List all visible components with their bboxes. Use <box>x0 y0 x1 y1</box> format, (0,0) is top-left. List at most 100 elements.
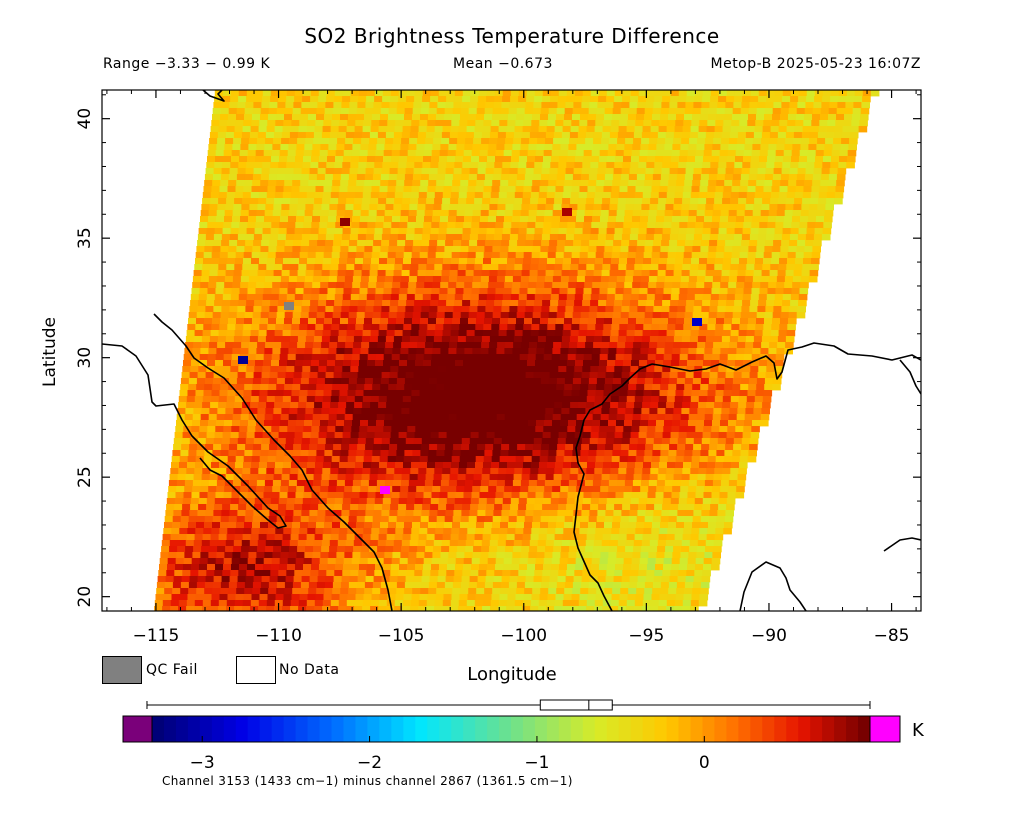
colorbar-segment <box>487 716 500 742</box>
colorbar-segment <box>451 716 464 742</box>
colorbar-segment <box>475 716 488 742</box>
colorbar-segment <box>654 716 668 742</box>
colorbar-segment <box>750 716 763 742</box>
colorbar-segment <box>726 716 739 742</box>
coastline-baja-west <box>102 343 287 529</box>
colorbar-tick-label: −2 <box>357 753 382 773</box>
colorbar-segment <box>822 716 835 742</box>
colorbar-segment <box>630 716 644 742</box>
colorbar-segment <box>511 716 524 742</box>
colorbar-segment <box>247 716 261 742</box>
x-tick-label: −90 <box>751 626 787 646</box>
colorbar-tick-label: −3 <box>190 753 215 773</box>
colorbar-segment <box>714 716 727 742</box>
colorbar-tick-label: −1 <box>524 753 549 773</box>
colorbar-segment <box>834 716 847 742</box>
colorbar: −3 −2 −1 0 <box>122 699 901 773</box>
colorbar-segment <box>642 716 656 742</box>
coastline-gulf-west <box>573 363 653 611</box>
colorbar-segment <box>439 716 452 742</box>
y-tick-label: 35 <box>75 227 95 249</box>
colorbar-over-swatch <box>869 715 901 743</box>
colorbar-segment <box>858 716 871 742</box>
colorbar-segment <box>187 716 201 742</box>
colorbar-segment <box>355 716 368 742</box>
colorbar-segment <box>499 716 512 742</box>
colorbar-segment <box>463 716 476 742</box>
colorbar-segment <box>786 716 799 742</box>
y-axis-label: Latitude <box>40 317 60 387</box>
colorbar-segment <box>307 716 321 742</box>
colorbar-segment <box>666 716 680 742</box>
colorbar-segment <box>702 716 715 742</box>
colorbar-frame <box>151 715 871 743</box>
colorbar-segment <box>738 716 751 742</box>
no-data-label: No Data <box>279 662 340 678</box>
colorbar-segment <box>259 716 273 742</box>
colorbar-segment <box>235 716 249 742</box>
chart-title: SO2 Brightness Temperature Difference <box>304 24 720 48</box>
range-text: Range −3.33 − 0.99 K <box>103 56 271 72</box>
colorbar-segment <box>152 716 165 742</box>
colorbar-units: K <box>912 720 924 741</box>
plot-frame <box>101 89 922 612</box>
colorbar-under-swatch <box>122 715 153 743</box>
map-axes: −115 −110 −105 −100 −95 −90 −85 20 25 30 35 40 <box>75 90 921 646</box>
colorbar-segment <box>690 716 703 742</box>
x-tick-label: −115 <box>133 626 180 646</box>
colorbar-segment <box>319 716 332 742</box>
y-tick-label: 25 <box>75 466 95 488</box>
colorbar-segment <box>846 716 859 742</box>
swath-heatmap <box>154 90 880 611</box>
colorbar-segment <box>618 716 632 742</box>
coastlines <box>102 90 921 611</box>
no-data-swatch <box>236 656 276 684</box>
colorbar-segment <box>522 716 536 742</box>
colorbar-segment <box>163 716 177 742</box>
colorbar-segment <box>798 716 811 742</box>
colorbar-segment <box>774 716 787 742</box>
colorbar-segment <box>594 716 608 742</box>
colorbar-segment <box>343 716 356 742</box>
x-tick-label: −100 <box>500 626 547 646</box>
colorbar-segment <box>379 716 392 742</box>
qc-fail-swatch <box>102 656 142 684</box>
coastline-nw-bay <box>202 90 225 102</box>
colorbar-segment <box>271 716 285 742</box>
coastline-caribbean <box>739 561 807 611</box>
coastline-cuba <box>883 537 921 552</box>
coastline-mexico-west <box>153 313 393 611</box>
colorbar-segment <box>546 716 560 742</box>
colorbar-segment <box>283 716 297 742</box>
colorbar-segment <box>427 716 440 742</box>
y-tick-label: 40 <box>75 108 95 130</box>
x-tick-label: −105 <box>378 626 425 646</box>
colorbar-segment <box>367 716 380 742</box>
mean-text: Mean −0.673 <box>453 56 553 72</box>
x-tick-label: −95 <box>628 626 664 646</box>
colorbar-segment <box>606 716 620 742</box>
boxplot-box <box>539 699 613 711</box>
colorbar-segment <box>211 716 225 742</box>
colorbar-segment <box>295 716 309 742</box>
colorbar-segment <box>582 716 596 742</box>
coastline-gulf-north <box>651 342 921 380</box>
colorbar-segment <box>223 716 237 742</box>
colorbar-segment <box>762 716 775 742</box>
colorbar-segment <box>175 716 189 742</box>
x-tick-label: −110 <box>255 626 302 646</box>
y-tick-label: 30 <box>75 347 95 369</box>
colorbar-segment <box>403 716 416 742</box>
satellite-timestamp: Metop-B 2025-05-23 16:07Z <box>710 56 921 72</box>
y-tick-label: 20 <box>75 586 95 608</box>
x-tick-label: −85 <box>874 626 910 646</box>
colorbar-segment <box>391 716 404 742</box>
colorbar-segment <box>199 716 213 742</box>
channel-footnote: Channel 3153 (1433 cm−1) minus channel 2… <box>162 774 573 788</box>
qc-fail-label: QC Fail <box>146 662 198 678</box>
colorbar-segment <box>558 716 572 742</box>
colorbar-segment <box>810 716 823 742</box>
colorbar-segment <box>570 716 584 742</box>
colorbar-segment <box>331 716 344 742</box>
